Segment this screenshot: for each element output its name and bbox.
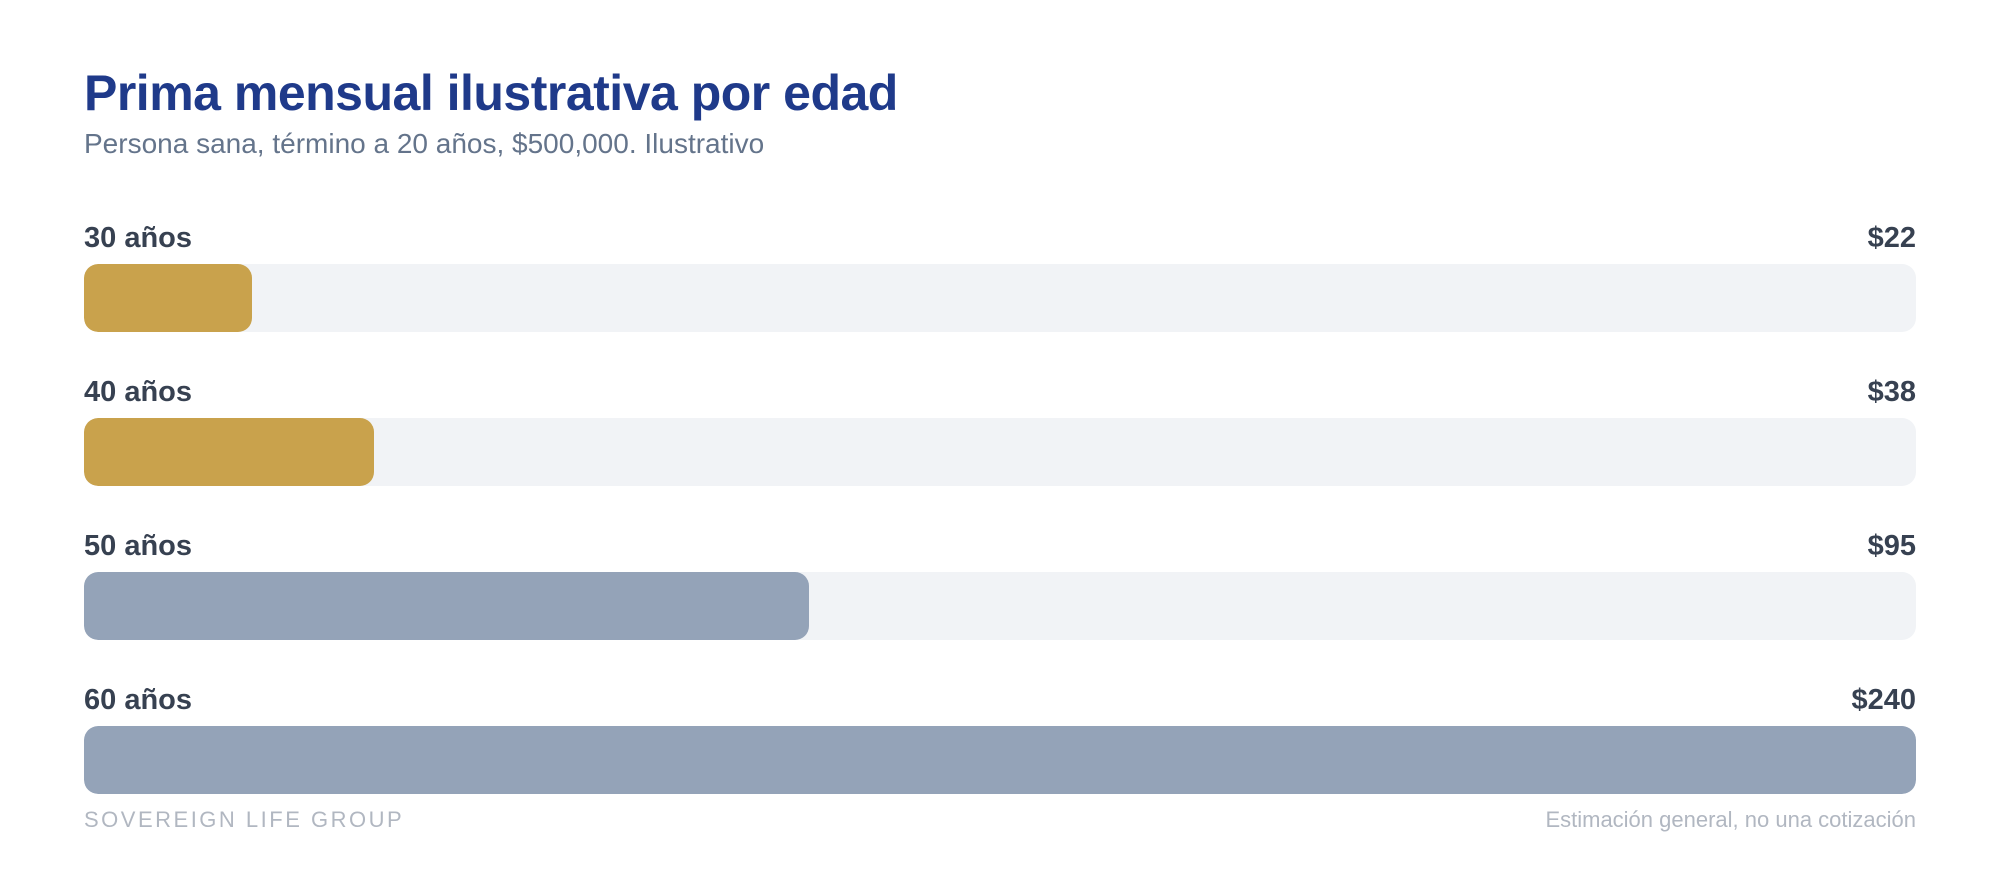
- bar: [84, 726, 1916, 794]
- bar: [84, 572, 809, 640]
- bar-row: 60 años $240: [84, 684, 1916, 804]
- category-label: 60 años: [84, 684, 192, 716]
- footer-note: Estimación general, no una cotización: [1545, 807, 1916, 832]
- chart-container: Prima mensual ilustrativa por edad Perso…: [84, 0, 1916, 880]
- value-label: $38: [1867, 376, 1916, 408]
- bar-row: 30 años $22: [84, 222, 1916, 342]
- bar-row: 40 años $38: [84, 376, 1916, 496]
- bar-track: [84, 572, 1916, 640]
- footer-brand: SOVEREIGN LIFE GROUP: [84, 807, 405, 832]
- category-label: 40 años: [84, 376, 192, 408]
- category-label: 50 años: [84, 530, 192, 562]
- chart-subtitle: Persona sana, término a 20 años, $500,00…: [84, 128, 765, 159]
- bar-track: [84, 264, 1916, 332]
- value-label: $95: [1867, 530, 1916, 562]
- bar-row: 50 años $95: [84, 530, 1916, 650]
- category-label: 30 años: [84, 222, 192, 254]
- bar-track: [84, 418, 1916, 486]
- bar-track: [84, 726, 1916, 794]
- chart-title: Prima mensual ilustrativa por edad: [84, 65, 898, 121]
- bar: [84, 264, 252, 332]
- bar: [84, 418, 374, 486]
- value-label: $22: [1867, 222, 1916, 254]
- value-label: $240: [1851, 684, 1916, 716]
